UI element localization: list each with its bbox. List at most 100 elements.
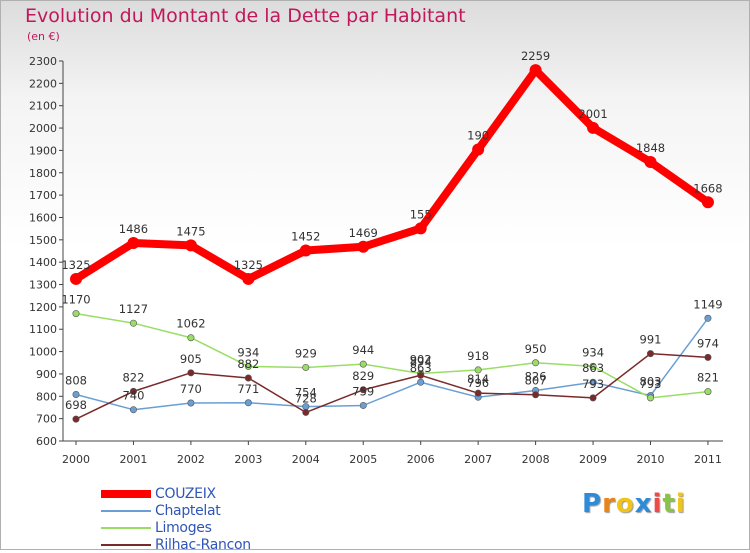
logo-letter: t (662, 489, 676, 519)
data-label: 1170 (61, 293, 90, 307)
y-tick-label: 2000 (29, 122, 57, 135)
data-label: 894 (410, 354, 432, 368)
y-tick-label: 1700 (29, 189, 57, 202)
data-label: 863 (410, 361, 432, 375)
chart-title: Evolution du Montant de la Dette par Hab… (25, 5, 466, 27)
legend-swatch (101, 509, 151, 512)
data-point (187, 369, 195, 377)
data-label: 2001 (578, 107, 607, 121)
legend-swatch (101, 543, 151, 546)
series-line-couzeix (72, 66, 712, 283)
x-tick-label: 2002 (177, 453, 205, 466)
chart-legend: COUZEIX Chaptelat Limoges Rilhac-Rancon (101, 485, 251, 553)
data-point (529, 64, 542, 77)
series-line-rilhac-rancon (75, 352, 709, 420)
data-point (587, 121, 600, 134)
data-point (646, 350, 654, 358)
data-point (701, 196, 714, 209)
data-point (704, 388, 712, 396)
logo-letter: o (615, 489, 635, 519)
y-tick-label: 1900 (29, 144, 57, 157)
data-point (414, 222, 427, 235)
x-tick-label: 2005 (349, 453, 377, 466)
y-tick-label: 2100 (29, 100, 57, 113)
data-label: 1149 (693, 297, 722, 311)
y-tick-label: 2300 (29, 55, 57, 68)
data-point (129, 387, 137, 395)
data-point (244, 362, 252, 370)
data-point (302, 363, 310, 371)
y-tick-label: 700 (36, 413, 57, 426)
data-label: 829 (352, 369, 374, 383)
data-label: 974 (697, 336, 719, 350)
data-point (589, 378, 597, 386)
legend-label: Limoges (155, 519, 212, 536)
data-point (589, 362, 597, 370)
data-point (72, 391, 80, 399)
proxiti-logo: Proxiti (582, 489, 686, 519)
x-tick-label: 2008 (522, 453, 550, 466)
x-tick-label: 2006 (407, 453, 435, 466)
y-tick-label: 1100 (29, 323, 57, 336)
data-label: 770 (180, 382, 202, 396)
x-tick-label: 2009 (579, 453, 607, 466)
data-label: 1475 (176, 224, 205, 238)
legend-item-chaptelat: Chaptelat (101, 502, 251, 519)
x-tick-label: 2004 (292, 453, 320, 466)
legend-swatch (101, 526, 151, 529)
y-tick-label: 1000 (29, 346, 57, 359)
data-label: 929 (295, 346, 317, 360)
data-point (187, 334, 195, 342)
data-label: 1668 (693, 181, 722, 195)
data-label: 944 (352, 343, 374, 357)
data-point (129, 406, 137, 414)
data-label: 934 (237, 345, 259, 359)
data-point (242, 272, 255, 285)
data-label: 822 (122, 370, 144, 384)
data-label: 902 (410, 352, 432, 366)
data-point (359, 386, 367, 394)
data-label: 1469 (349, 226, 378, 240)
data-point (299, 244, 312, 257)
legend-label: Chaptelat (155, 502, 221, 519)
legend-item-limoges: Limoges (101, 519, 251, 536)
y-tick-label: 1600 (29, 211, 57, 224)
series-line-chaptelat (75, 317, 709, 411)
chart-unit: (en €) (27, 30, 60, 43)
data-label: 934 (582, 345, 604, 359)
data-label: 918 (467, 349, 489, 363)
data-point (127, 236, 140, 249)
legend-item-couzeix: COUZEIX (101, 485, 251, 502)
x-tick-label: 2011 (694, 453, 722, 466)
logo-letter: i (675, 489, 686, 519)
data-label: 190 (467, 129, 489, 143)
data-point (359, 401, 367, 409)
y-tick-label: 2200 (29, 77, 57, 90)
data-label: 1127 (119, 302, 148, 316)
x-tick-label: 2000 (62, 453, 90, 466)
data-label: 882 (237, 357, 259, 371)
x-tick-label: 2007 (464, 453, 492, 466)
data-label: 754 (295, 386, 317, 400)
data-label: 807 (525, 374, 547, 388)
data-point (129, 319, 137, 327)
data-label: 796 (467, 376, 489, 390)
logo-letter: x (634, 489, 653, 519)
data-point (644, 156, 657, 169)
data-label: 155 (410, 207, 432, 221)
data-label: 1452 (291, 230, 320, 244)
data-label: 803 (640, 375, 662, 389)
data-label: 1325 (61, 258, 90, 272)
data-label: 826 (525, 369, 547, 383)
data-point (70, 272, 82, 285)
x-tick-label: 2010 (637, 453, 665, 466)
y-tick-label: 800 (36, 390, 57, 403)
data-label: 740 (122, 389, 144, 403)
data-label: 991 (640, 333, 662, 347)
data-label: 814 (467, 372, 489, 386)
data-label: 1062 (176, 317, 205, 331)
data-point (244, 399, 252, 407)
data-point (472, 143, 485, 156)
data-label: 728 (295, 391, 317, 405)
